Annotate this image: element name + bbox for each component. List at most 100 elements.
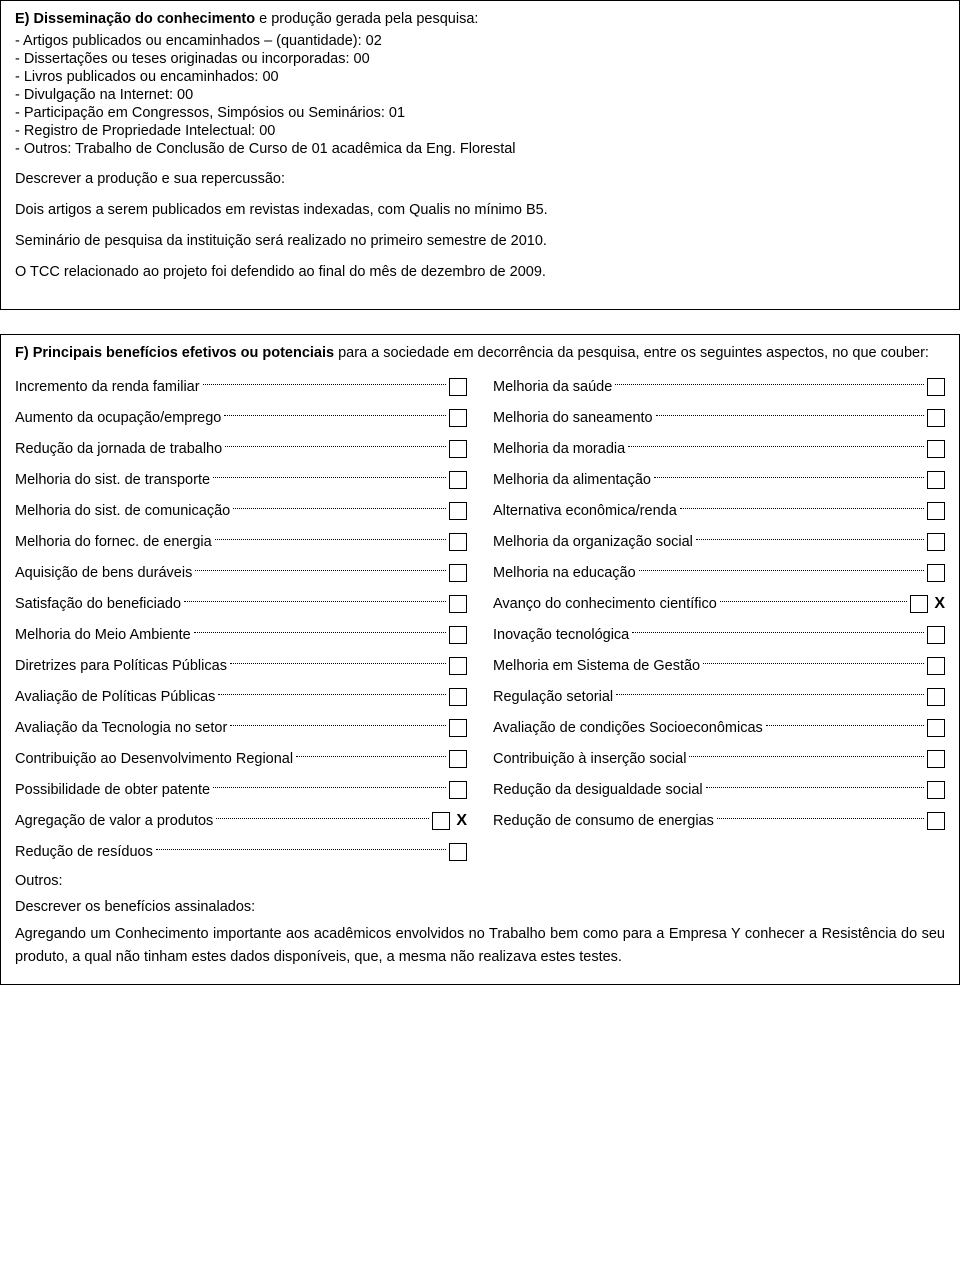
benefit-checkbox[interactable]	[449, 719, 467, 737]
benefit-checkbox[interactable]	[449, 781, 467, 799]
benefit-label: Melhoria do fornec. de energia	[15, 534, 212, 550]
dotted-leader	[203, 384, 446, 385]
benefit-checkbox[interactable]	[927, 750, 945, 768]
benefit-label: Melhoria na educação	[493, 565, 636, 581]
dotted-leader	[766, 725, 924, 726]
benefit-row: Incremento da renda familiar	[15, 371, 467, 402]
section-e-bullet: - Divulgação na Internet: 00	[15, 87, 945, 103]
section-e-heading-bold: E) Disseminação do conhecimento	[15, 11, 255, 27]
benefit-row: Redução de resíduos	[15, 836, 467, 867]
dotted-leader	[628, 446, 924, 447]
benefit-label: Avanço do conhecimento científico	[493, 596, 717, 612]
section-e-p3: O TCC relacionado ao projeto foi defendi…	[15, 262, 945, 283]
dotted-leader	[216, 818, 429, 819]
dotted-leader	[639, 570, 924, 571]
benefit-label: Inovação tecnológica	[493, 627, 629, 643]
benefit-row: Diretrizes para Políticas Públicas	[15, 650, 467, 681]
benefit-row: Agregação de valor a produtosX	[15, 805, 467, 836]
benefit-checkbox[interactable]	[449, 409, 467, 427]
benefit-row: Redução da jornada de trabalho	[15, 433, 467, 464]
benefit-checkbox[interactable]	[927, 812, 945, 830]
section-e-bullet: - Artigos publicados ou encaminhados – (…	[15, 33, 945, 49]
benefit-checkbox[interactable]	[449, 502, 467, 520]
section-e-desc-label: Descrever a produção e sua repercussão:	[15, 169, 945, 190]
dotted-leader	[706, 787, 924, 788]
benefits-desc-head: Descrever os benefícios assinalados:	[15, 899, 945, 915]
benefit-row: Melhoria do Meio Ambiente	[15, 619, 467, 650]
dotted-leader	[195, 570, 446, 571]
benefit-label: Regulação setorial	[493, 689, 613, 705]
benefit-checkbox[interactable]	[449, 378, 467, 396]
benefit-label: Redução de consumo de energias	[493, 813, 714, 829]
section-e-p2: Seminário de pesquisa da instituição ser…	[15, 231, 945, 252]
benefit-checkbox[interactable]	[927, 688, 945, 706]
benefit-checkbox[interactable]	[432, 812, 450, 830]
benefit-checkbox[interactable]	[927, 440, 945, 458]
dotted-leader	[156, 849, 446, 850]
dotted-leader	[689, 756, 924, 757]
benefit-checkbox[interactable]	[449, 471, 467, 489]
benefit-checkbox[interactable]	[927, 781, 945, 799]
dotted-leader	[717, 818, 924, 819]
section-f: F) Principais benefícios efetivos ou pot…	[0, 334, 960, 985]
section-e: E) Disseminação do conhecimento e produç…	[0, 0, 960, 310]
section-f-intro-rest: para a sociedade em decorrência da pesqu…	[334, 345, 929, 361]
dotted-leader	[213, 477, 446, 478]
benefit-row: Melhoria do saneamento	[493, 402, 945, 433]
benefit-label: Melhoria do sist. de transporte	[15, 472, 210, 488]
benefit-label: Melhoria da saúde	[493, 379, 612, 395]
benefit-checkbox[interactable]	[449, 595, 467, 613]
benefit-checkbox[interactable]	[449, 657, 467, 675]
benefit-row: Melhoria do fornec. de energia	[15, 526, 467, 557]
benefit-label: Aumento da ocupação/emprego	[15, 410, 221, 426]
benefit-checkbox[interactable]	[927, 657, 945, 675]
benefit-checkbox[interactable]	[449, 750, 467, 768]
benefit-row: Melhoria da organização social	[493, 526, 945, 557]
benefit-checkbox[interactable]	[927, 502, 945, 520]
benefits-grid: Incremento da renda familiar Aumento da o…	[15, 371, 945, 867]
benefit-label: Melhoria do saneamento	[493, 410, 653, 426]
benefit-label: Redução de resíduos	[15, 844, 153, 860]
dotted-leader	[696, 539, 924, 540]
section-e-bullet: - Registro de Propriedade Intelectual: 0…	[15, 123, 945, 139]
benefit-label: Melhoria em Sistema de Gestão	[493, 658, 700, 674]
dotted-leader	[224, 415, 446, 416]
benefits-col-right: Melhoria da saúde Melhoria do saneamento M…	[493, 371, 945, 867]
benefit-checkbox[interactable]	[927, 409, 945, 427]
benefit-label: Alternativa econômica/renda	[493, 503, 677, 519]
benefit-label: Avaliação da Tecnologia no setor	[15, 720, 227, 736]
benefits-col-left: Incremento da renda familiar Aumento da o…	[15, 371, 467, 867]
benefit-row: Melhoria da moradia	[493, 433, 945, 464]
benefit-label: Avaliação de condições Socioeconômicas	[493, 720, 763, 736]
benefit-row: Melhoria da alimentação	[493, 464, 945, 495]
dotted-leader	[230, 663, 446, 664]
benefit-checkbox[interactable]	[927, 626, 945, 644]
benefit-checkbox[interactable]	[927, 533, 945, 551]
benefit-row: Melhoria da saúde	[493, 371, 945, 402]
benefit-label: Satisfação do beneficiado	[15, 596, 181, 612]
dotted-leader	[296, 756, 446, 757]
benefit-row: Redução da desigualdade social	[493, 774, 945, 805]
benefit-row: Avanço do conhecimento científicoX	[493, 588, 945, 619]
section-e-bullet: - Dissertações ou teses originadas ou in…	[15, 51, 945, 67]
benefit-checkbox[interactable]	[927, 564, 945, 582]
benefit-checkbox[interactable]	[927, 471, 945, 489]
benefit-label: Melhoria do sist. de comunicação	[15, 503, 230, 519]
benefit-row: Inovação tecnológica	[493, 619, 945, 650]
benefit-checkbox[interactable]	[449, 533, 467, 551]
dotted-leader	[230, 725, 446, 726]
benefit-checkbox[interactable]	[927, 719, 945, 737]
benefit-label: Aquisição de bens duráveis	[15, 565, 192, 581]
benefit-checkbox[interactable]	[449, 626, 467, 644]
benefit-label: Avaliação de Políticas Públicas	[15, 689, 215, 705]
benefit-checkbox[interactable]	[449, 843, 467, 861]
benefit-checkbox[interactable]	[927, 378, 945, 396]
dotted-leader	[194, 632, 446, 633]
benefit-row: Avaliação de Políticas Públicas	[15, 681, 467, 712]
dotted-leader	[184, 601, 446, 602]
benefit-checkbox[interactable]	[910, 595, 928, 613]
benefit-checkbox[interactable]	[449, 440, 467, 458]
section-e-heading: E) Disseminação do conhecimento e produç…	[15, 11, 945, 27]
benefit-checkbox[interactable]	[449, 688, 467, 706]
benefit-checkbox[interactable]	[449, 564, 467, 582]
